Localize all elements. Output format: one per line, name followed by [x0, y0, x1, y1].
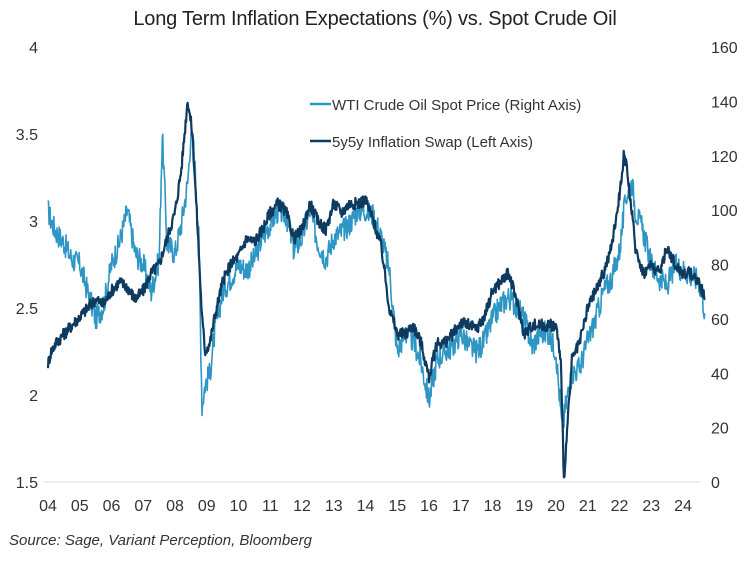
x-tick-label: 23	[642, 498, 660, 515]
x-tick-label: 24	[674, 498, 692, 515]
legend-label-wti: WTI Crude Oil Spot Price (Right Axis)	[332, 97, 581, 114]
x-tick-label: 12	[293, 498, 311, 515]
x-tick-label: 08	[166, 498, 184, 515]
x-tick-label: 21	[579, 498, 597, 515]
left-tick-label: 3	[29, 214, 38, 231]
x-tick-label: 14	[357, 498, 375, 515]
x-tick-label: 05	[71, 498, 89, 515]
right-axis: 160 140 120 100 80 60 40 20 0	[711, 40, 738, 492]
right-tick-label: 60	[711, 312, 729, 329]
x-tick-label: 07	[134, 498, 152, 515]
legend: WTI Crude Oil Spot Price (Right Axis) 5y…	[310, 97, 581, 151]
source-note: Source: Sage, Variant Perception, Bloomb…	[9, 532, 312, 549]
x-tick-label: 11	[262, 498, 279, 515]
x-tick-label: 04	[39, 498, 57, 515]
x-tick-label: 19	[515, 498, 533, 515]
x-tick-label: 16	[420, 498, 438, 515]
right-tick-label: 20	[711, 421, 729, 438]
series-layer	[46, 101, 706, 479]
x-tick-label: 17	[452, 498, 470, 515]
x-tick-label: 15	[388, 498, 406, 515]
right-tick-label: 160	[711, 40, 738, 57]
right-tick-label: 80	[711, 258, 729, 275]
chart-title: Long Term Inflation Expectations (%) vs.…	[133, 8, 617, 30]
left-tick-label: 4	[29, 40, 38, 57]
x-axis: 04 05 06 07 08 09 10 11 12 13 14 15 16 17 18 19 20 21 22 23…	[39, 498, 692, 515]
legend-label-swap: 5y5y Inflation Swap (Left Axis)	[332, 134, 533, 151]
x-tick-label: 22	[611, 498, 629, 515]
x-tick-label: 10	[230, 498, 248, 515]
right-tick-label: 120	[711, 149, 738, 166]
right-tick-label: 40	[711, 366, 729, 383]
left-tick-label: 2	[29, 388, 38, 405]
series-line-swap	[46, 101, 706, 479]
left-tick-label: 2.5	[16, 301, 38, 318]
x-tick-label: 06	[103, 498, 121, 515]
left-axis: 4 3.5 3 2.5 2 1.5	[16, 40, 38, 492]
x-tick-label: 18	[484, 498, 502, 515]
right-tick-label: 100	[711, 203, 738, 220]
left-tick-label: 3.5	[16, 127, 38, 144]
x-tick-label: 09	[198, 498, 216, 515]
series-line-wti	[47, 126, 706, 437]
x-tick-label: 13	[325, 498, 343, 515]
x-tick-label: 20	[547, 498, 565, 515]
right-tick-label: 0	[711, 475, 720, 492]
left-tick-label: 1.5	[16, 475, 38, 492]
right-tick-label: 140	[711, 94, 738, 111]
